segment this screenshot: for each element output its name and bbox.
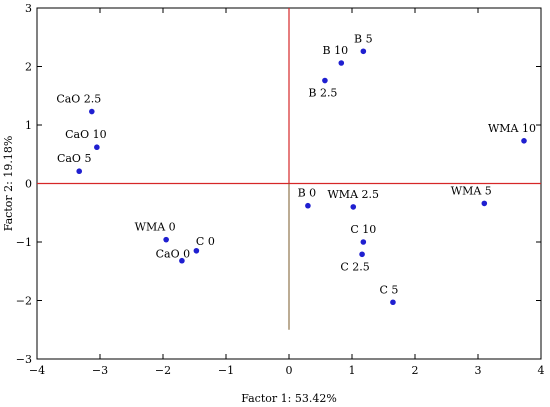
data-point (89, 108, 95, 115)
data-point (360, 48, 367, 55)
x-tick-label: 4 (538, 364, 545, 377)
point-label: CaO 5 (57, 152, 92, 165)
data-point (193, 247, 200, 254)
point-label: C 5 (379, 283, 398, 296)
data-point (163, 236, 169, 243)
y-tick-label: −2 (16, 295, 32, 308)
point-label: C 10 (350, 223, 376, 236)
y-tick-label: 0 (25, 178, 32, 191)
point-label: B 5 (354, 32, 373, 45)
y-tick-label: 3 (25, 2, 32, 15)
x-tick-label: −1 (218, 364, 234, 377)
point-label: WMA 10 (488, 122, 536, 135)
y-tick-label: 2 (25, 61, 32, 74)
point-label: CaO 0 (156, 248, 191, 261)
point-label: B 0 (298, 187, 317, 200)
data-point (179, 257, 185, 264)
point-label: WMA 5 (451, 184, 492, 197)
y-axis-title: Factor 2: 19.18% (2, 136, 15, 232)
data-point (338, 60, 345, 66)
x-tick-label: −3 (92, 364, 108, 377)
x-tick-label: −2 (155, 364, 171, 377)
y-tick-label: 1 (25, 119, 32, 132)
x-tick-label: −4 (29, 364, 45, 377)
x-axis-title: Factor 1: 53.42% (241, 392, 337, 405)
x-tick-label: 0 (286, 364, 293, 377)
data-point (94, 144, 100, 151)
data-points: B 5 B 10 B 2.5 CaO 2.5 CaO 10 CaO 5 WMA 10 WMA … (56, 32, 536, 306)
x-tick-label: 1 (349, 364, 356, 377)
point-label: B 2.5 (308, 87, 337, 100)
x-tick-label: 2 (412, 364, 419, 377)
y-tick-label: −1 (16, 236, 32, 249)
data-point (390, 299, 396, 306)
point-label: B 10 (323, 44, 349, 57)
data-point (76, 168, 83, 175)
data-point (521, 137, 527, 144)
data-point (481, 200, 488, 207)
point-label: CaO 10 (65, 128, 107, 141)
data-point (359, 251, 365, 258)
point-label: WMA 2.5 (328, 188, 380, 201)
x-tick-label: 3 (475, 364, 482, 377)
data-point (350, 204, 357, 210)
point-label: CaO 2.5 (56, 93, 101, 106)
data-point (360, 239, 367, 245)
reference-lines (37, 8, 541, 330)
y-tick-label: −3 (16, 353, 32, 366)
point-label: C 2.5 (340, 260, 369, 273)
point-label: C 0 (196, 235, 215, 248)
point-label: WMA 0 (135, 221, 176, 234)
data-point (305, 202, 311, 209)
data-point (322, 77, 328, 84)
